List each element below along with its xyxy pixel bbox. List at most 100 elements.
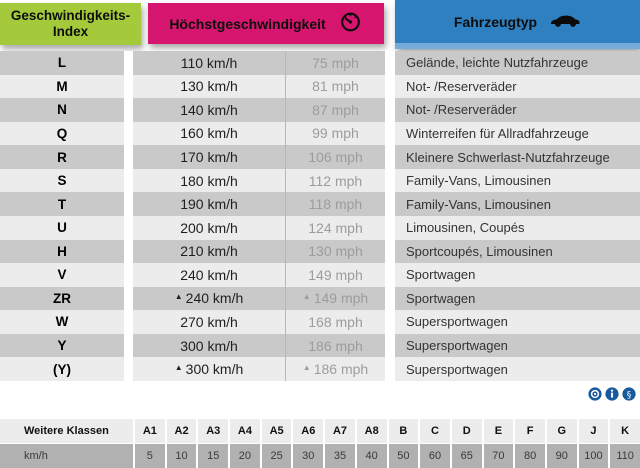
vehicle-type-cell: Supersportwagen: [395, 310, 640, 334]
paragraph-icon[interactable]: §: [622, 387, 636, 401]
vehicle-type-cell: Supersportwagen: [395, 357, 640, 381]
class-label: F: [513, 419, 545, 443]
vehicle-type-cell: Family-Vans, Limousinen: [395, 192, 640, 216]
speed-cell: 160 km/h 99 mph: [133, 121, 385, 146]
column-gap: [385, 51, 395, 75]
class-label: D: [449, 419, 482, 443]
speed-row: R 170 km/h 106 mph Kleinere Schwerlast-N…: [0, 145, 640, 169]
column-gap: [385, 192, 395, 216]
speed-rows: L 110 km/h 75 mph Gelände, leichte Nutzf…: [0, 51, 640, 381]
class-label: A8: [354, 419, 387, 443]
info-icon[interactable]: [605, 387, 619, 401]
column-gap: [124, 310, 133, 334]
speed-row: N 140 km/h 87 mph Not- /Reserveräder: [0, 98, 640, 122]
column-gap: [385, 286, 395, 311]
speed-cell: 130 km/h 81 mph: [133, 74, 385, 99]
speed-index-cell: L: [0, 51, 124, 75]
speedometer-icon: [338, 11, 363, 36]
speed-index-cell: S: [0, 168, 124, 193]
kmh-value: 130 km/h: [180, 78, 238, 95]
class-value: 15: [196, 444, 229, 468]
speed-index-cell: V: [0, 263, 124, 287]
column-gap: [385, 121, 395, 146]
class-value: 35: [323, 444, 355, 468]
mph-value: 106 mph: [285, 145, 385, 169]
vehicle-type-cell: Not- /Reserveräder: [395, 74, 640, 99]
kmh-value: 190 km/h: [180, 196, 238, 213]
header-speed-index: Geschwindigkeits- Index: [0, 3, 141, 45]
column-gap: [385, 263, 395, 287]
mph-value: 124 mph: [285, 215, 385, 240]
extra-classes-label: Weitere Klassen: [0, 419, 133, 443]
mph-value: 75 mph: [285, 51, 385, 75]
class-label: A4: [228, 419, 260, 443]
speed-index-cell: Q: [0, 121, 124, 146]
speed-cell: 190 km/h 118 mph: [133, 192, 385, 216]
column-gap: [124, 145, 133, 169]
mph-value: 99 mph: [285, 121, 385, 146]
header-max-speed: Höchstgeschwindigkeit: [148, 3, 384, 44]
column-gap: [385, 168, 395, 193]
svg-text:§: §: [627, 390, 632, 400]
above-marker: ▲: [174, 291, 183, 301]
class-value: 65: [449, 444, 482, 468]
vehicle-type-cell: Sportwagen: [395, 263, 640, 287]
extra-classes-value-row: km/h 5 10 15 20 25 30 35 40 50 60 65 70 80 90 100 110: [0, 444, 640, 468]
column-gap: [385, 145, 395, 169]
extra-classes-unit: km/h: [0, 444, 133, 468]
speed-cell: 200 km/h 124 mph: [133, 215, 385, 240]
mph-value: 87 mph: [285, 98, 385, 122]
vehicle-type-cell: Gelände, leichte Nutzfahrzeuge: [395, 51, 640, 75]
column-gap: [124, 121, 133, 146]
class-value: 90: [544, 444, 577, 468]
speed-cell: 110 km/h 75 mph: [133, 51, 385, 75]
class-value: 100: [576, 444, 609, 468]
class-label: A3: [196, 419, 229, 443]
footer-icons: §: [588, 387, 636, 401]
kmh-value: 110 km/h: [180, 54, 238, 71]
above-marker: ▲: [174, 362, 183, 372]
mph-value: ▲ 186 mph: [285, 357, 385, 381]
kmh-value: 170 km/h: [180, 149, 238, 166]
mph-value: 186 mph: [285, 333, 385, 358]
vehicle-type-cell: Family-Vans, Limousinen: [395, 168, 640, 193]
speed-index-cell: H: [0, 239, 124, 264]
vehicle-type-cell: Limousinen, Coupés: [395, 215, 640, 240]
speed-cell: ▲ 300 km/h ▲ 186 mph: [133, 357, 385, 381]
column-gap: [124, 98, 133, 122]
speed-row: V 240 km/h 149 mph Sportwagen: [0, 263, 640, 287]
vehicle-type-cell: Supersportwagen: [395, 333, 640, 358]
mph-value: 112 mph: [285, 168, 385, 193]
speed-row: U 200 km/h 124 mph Limousinen, Coupés: [0, 215, 640, 240]
column-gap: [124, 357, 133, 381]
header-speed-index-line2: Index: [52, 24, 89, 39]
kmh-value: ▲ 240 km/h: [174, 290, 244, 307]
speed-index-cell: ZR: [0, 286, 124, 311]
tire-icon[interactable]: [588, 387, 602, 401]
class-label: A6: [291, 419, 324, 443]
column-gap: [385, 357, 395, 381]
speed-index-cell: M: [0, 74, 124, 99]
class-value: 80: [513, 444, 545, 468]
column-gap: [124, 215, 133, 240]
kmh-value: 160 km/h: [180, 125, 238, 142]
column-gap: [385, 98, 395, 122]
class-label: G: [544, 419, 577, 443]
column-gap: [124, 286, 133, 311]
extra-classes-header-row: Weitere Klassen A1 A2 A3 A4 A5 A6 A7 A8 B C D E F G J K: [0, 419, 640, 443]
speed-cell: 210 km/h 130 mph: [133, 239, 385, 264]
speed-cell: 300 km/h 186 mph: [133, 333, 385, 358]
speed-cell: 180 km/h 112 mph: [133, 168, 385, 193]
class-value: 25: [259, 444, 292, 468]
class-value: 30: [291, 444, 324, 468]
vehicle-type-cell: Sportwagen: [395, 286, 640, 311]
above-marker: ▲: [302, 362, 311, 372]
class-label: B: [386, 419, 419, 443]
class-label: E: [481, 419, 514, 443]
class-label: A1: [133, 419, 165, 443]
header-speed-index-line1: Geschwindigkeits-: [10, 7, 131, 23]
column-gap: [124, 333, 133, 358]
column-gap: [385, 74, 395, 99]
kmh-value: 180 km/h: [180, 172, 238, 189]
